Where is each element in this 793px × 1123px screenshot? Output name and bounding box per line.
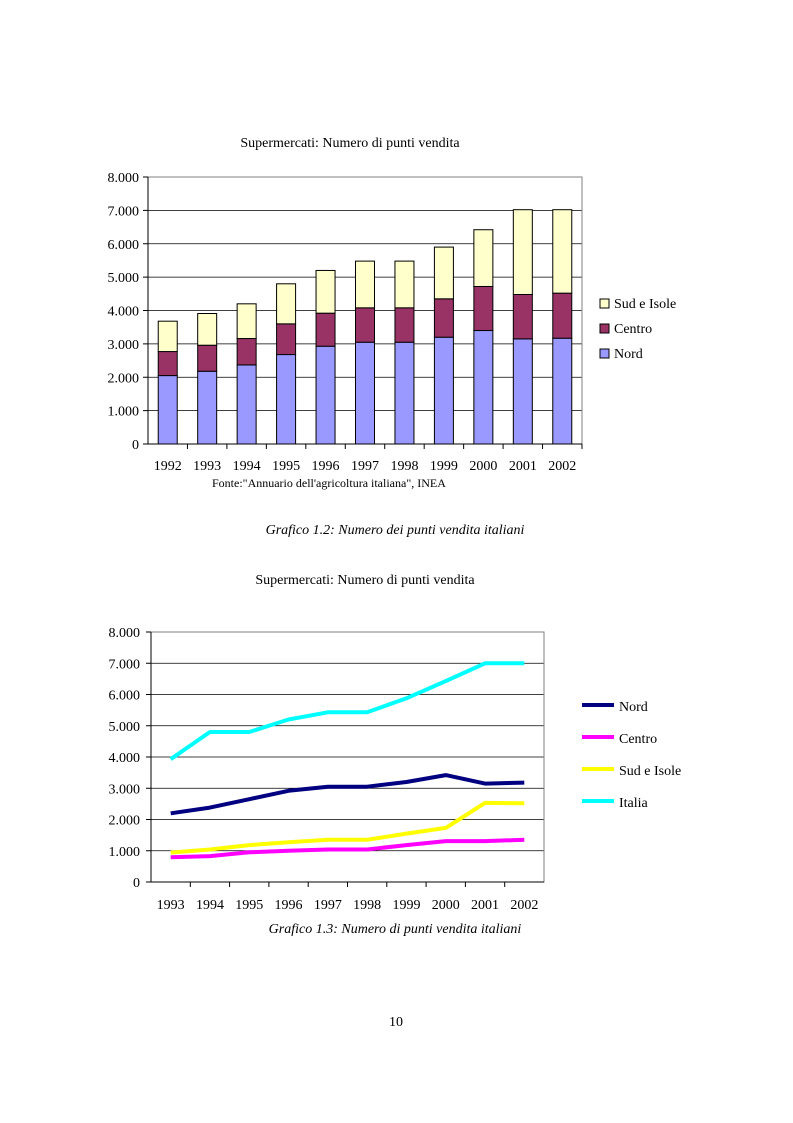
bar-sud-e-isole xyxy=(197,313,218,346)
line-series-italia xyxy=(169,661,525,761)
x-tick-label: 1992 xyxy=(154,459,182,474)
y-tick-label: 5.000 xyxy=(108,271,140,286)
chart1-caption: Grafico 1.2: Numero dei punti vendita it… xyxy=(265,523,525,538)
y-tick-label: 1.000 xyxy=(109,845,141,860)
x-tick-label: 1993 xyxy=(193,459,221,474)
y-tick-label: 3.000 xyxy=(108,338,140,353)
x-tick-label: 2001 xyxy=(509,459,537,474)
bar-sud-e-isole xyxy=(394,260,415,309)
legend-label: Centro xyxy=(614,322,652,337)
x-tick-label: 1995 xyxy=(272,459,300,474)
y-tick-label: 0 xyxy=(133,876,140,891)
line-series-centro xyxy=(170,837,525,860)
line-series-sud-e-isole xyxy=(170,800,525,855)
legend-label: Nord xyxy=(614,347,643,362)
x-tick-label: 1997 xyxy=(351,459,379,474)
legend-label: Sud e Isole xyxy=(614,297,676,312)
y-tick-label: 8.000 xyxy=(109,626,141,641)
legend-label: Centro xyxy=(619,732,657,747)
x-tick-label: 1995 xyxy=(235,898,263,913)
bar-sud-e-isole xyxy=(473,229,494,287)
y-tick-label: 8.000 xyxy=(108,171,140,186)
x-tick-label: 1999 xyxy=(430,459,458,474)
bar-sud-e-isole xyxy=(433,246,454,300)
x-tick-label: 2000 xyxy=(469,459,497,474)
legend-label: Sud e Isole xyxy=(619,764,681,779)
x-tick-label: 1996 xyxy=(275,898,303,913)
legend-label: Nord xyxy=(619,700,648,715)
x-tick-label: 1993 xyxy=(157,898,185,913)
line-series-nord xyxy=(170,773,525,816)
chart1-source: Fonte:"Annuario dell'agricoltura italian… xyxy=(212,476,446,490)
x-tick-label: 1998 xyxy=(353,898,381,913)
y-tick-label: 7.000 xyxy=(109,657,141,672)
bar-sud-e-isole xyxy=(276,283,297,325)
y-tick-label: 5.000 xyxy=(109,720,141,735)
y-tick-label: 4.000 xyxy=(108,305,140,320)
x-tick-label: 1998 xyxy=(390,459,418,474)
x-tick-label: 1999 xyxy=(392,898,420,913)
legend-label: Italia xyxy=(619,796,649,811)
x-tick-label: 1994 xyxy=(196,898,224,913)
bar-sud-e-isole xyxy=(512,209,533,295)
x-tick-label: 2002 xyxy=(510,898,538,913)
legend-swatch xyxy=(599,323,610,334)
chart2-caption: Grafico 1.3: Numero di punti vendita ita… xyxy=(268,922,522,937)
y-tick-label: 1.000 xyxy=(108,405,140,420)
legend-swatch xyxy=(599,298,610,309)
bar-sud-e-isole xyxy=(236,303,257,340)
chart2-title: Supermercati: Numero di punti vendita xyxy=(255,573,475,588)
x-tick-label: 1994 xyxy=(233,459,261,474)
y-tick-label: 4.000 xyxy=(109,751,141,766)
y-tick-label: 3.000 xyxy=(109,782,141,797)
y-tick-label: 6.000 xyxy=(108,238,140,253)
x-tick-label: 2000 xyxy=(432,898,460,913)
legend-swatch xyxy=(599,348,610,359)
bar-sud-e-isole xyxy=(552,209,573,294)
x-tick-label: 1996 xyxy=(312,459,340,474)
chart1-title: Supermercati: Numero di punti vendita xyxy=(240,136,460,151)
y-tick-label: 2.000 xyxy=(109,814,141,829)
page-number: 10 xyxy=(389,1015,403,1030)
bar-sud-e-isole xyxy=(315,269,336,314)
x-tick-label: 2002 xyxy=(548,459,576,474)
y-tick-label: 6.000 xyxy=(109,689,141,704)
y-tick-label: 2.000 xyxy=(108,371,140,386)
bar-sud-e-isole xyxy=(355,260,375,309)
y-tick-label: 0 xyxy=(132,438,139,453)
bar-sud-e-isole xyxy=(157,320,178,353)
x-tick-label: 1997 xyxy=(314,898,342,913)
x-tick-label: 2001 xyxy=(471,898,499,913)
y-tick-label: 7.000 xyxy=(108,204,140,219)
